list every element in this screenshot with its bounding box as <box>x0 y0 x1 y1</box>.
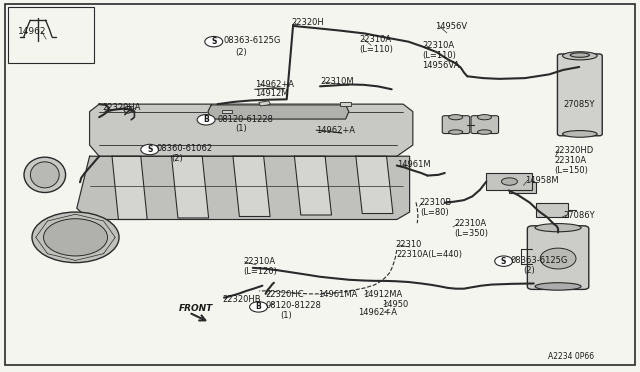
Text: B: B <box>204 115 209 124</box>
Text: 14956V: 14956V <box>435 22 467 31</box>
Text: 27085Y: 27085Y <box>563 100 595 109</box>
Text: 08360-61062: 08360-61062 <box>157 144 213 153</box>
Text: 22310A: 22310A <box>454 219 486 228</box>
Text: 08363-6125G: 08363-6125G <box>224 36 282 45</box>
FancyBboxPatch shape <box>557 54 602 136</box>
Text: 22310M: 22310M <box>320 77 354 86</box>
Text: (L=150): (L=150) <box>554 166 588 175</box>
FancyBboxPatch shape <box>486 173 532 190</box>
Text: (L=110): (L=110) <box>360 45 394 54</box>
Text: 14912M: 14912M <box>255 89 288 98</box>
Text: 14962: 14962 <box>18 27 47 36</box>
Circle shape <box>44 219 108 256</box>
Text: 14962+A: 14962+A <box>358 308 397 317</box>
Ellipse shape <box>570 53 589 57</box>
FancyBboxPatch shape <box>509 182 536 193</box>
Polygon shape <box>233 156 270 217</box>
Bar <box>222 110 232 113</box>
Text: 22310A: 22310A <box>422 41 454 50</box>
Text: 14956VA: 14956VA <box>422 61 460 70</box>
Bar <box>340 102 351 106</box>
Text: 14961MA: 14961MA <box>318 290 358 299</box>
Bar <box>8 7 94 63</box>
Text: 22310B: 22310B <box>420 198 452 207</box>
Text: 22310: 22310 <box>396 240 422 249</box>
Polygon shape <box>172 156 209 218</box>
Polygon shape <box>77 156 410 219</box>
Text: B: B <box>256 302 261 311</box>
Text: 27086Y: 27086Y <box>563 211 595 219</box>
Text: 14958M: 14958M <box>525 176 559 185</box>
Text: 22310A: 22310A <box>243 257 275 266</box>
Polygon shape <box>90 104 413 156</box>
Ellipse shape <box>449 115 463 120</box>
Ellipse shape <box>24 157 66 193</box>
Circle shape <box>250 302 268 312</box>
Text: 22310A(L=440): 22310A(L=440) <box>397 250 463 259</box>
FancyBboxPatch shape <box>471 116 499 134</box>
Circle shape <box>197 115 215 125</box>
Text: 14912MA: 14912MA <box>364 290 403 299</box>
Ellipse shape <box>535 283 581 290</box>
Text: S: S <box>211 37 216 46</box>
Text: (1): (1) <box>280 311 292 320</box>
Text: 22310A: 22310A <box>554 156 586 165</box>
Text: 22320HA: 22320HA <box>102 103 141 112</box>
Polygon shape <box>294 156 332 215</box>
Ellipse shape <box>535 224 581 232</box>
Text: 14962+A: 14962+A <box>255 80 294 89</box>
Text: 14962+A: 14962+A <box>316 126 355 135</box>
Ellipse shape <box>449 130 463 134</box>
Text: (L=110): (L=110) <box>422 51 456 60</box>
Circle shape <box>540 248 576 269</box>
Text: 08120-81228: 08120-81228 <box>266 301 321 310</box>
Text: 08363-6125G: 08363-6125G <box>511 256 568 265</box>
Polygon shape <box>208 105 349 119</box>
Text: 22310A: 22310A <box>360 35 392 44</box>
Text: 22320HC: 22320HC <box>266 290 304 299</box>
Text: (2): (2) <box>524 266 535 275</box>
Text: FRONT: FRONT <box>179 304 214 312</box>
FancyBboxPatch shape <box>527 226 589 289</box>
Text: S: S <box>147 145 152 154</box>
Ellipse shape <box>31 162 60 188</box>
Ellipse shape <box>563 52 597 60</box>
Polygon shape <box>356 156 393 214</box>
Text: (1): (1) <box>236 124 247 133</box>
Text: 22320HD: 22320HD <box>554 146 593 155</box>
Text: (L=80): (L=80) <box>420 208 449 217</box>
Text: A2234 0P66: A2234 0P66 <box>548 352 594 361</box>
Circle shape <box>205 36 223 47</box>
Text: (2): (2) <box>172 154 183 163</box>
FancyBboxPatch shape <box>536 203 568 217</box>
Ellipse shape <box>563 131 597 137</box>
Circle shape <box>32 212 119 263</box>
Text: S: S <box>501 257 506 266</box>
Polygon shape <box>112 156 147 219</box>
Ellipse shape <box>477 115 492 120</box>
Text: 14950: 14950 <box>382 300 408 309</box>
Bar <box>259 101 270 106</box>
Text: (2): (2) <box>236 48 247 57</box>
Text: 14961M: 14961M <box>397 160 431 169</box>
Text: 22320HB: 22320HB <box>222 295 260 304</box>
Text: 22320H: 22320H <box>291 18 324 27</box>
Circle shape <box>495 256 513 266</box>
Ellipse shape <box>502 178 518 185</box>
Ellipse shape <box>477 130 492 134</box>
FancyBboxPatch shape <box>442 116 470 134</box>
Text: (L=350): (L=350) <box>454 230 488 238</box>
Circle shape <box>141 144 159 155</box>
Text: 08120-61228: 08120-61228 <box>218 115 273 124</box>
Text: (L=120): (L=120) <box>243 267 277 276</box>
Ellipse shape <box>124 106 132 113</box>
